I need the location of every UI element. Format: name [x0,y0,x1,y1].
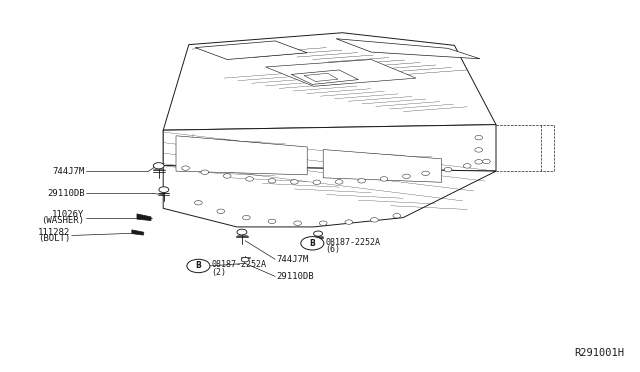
Polygon shape [266,60,416,86]
Circle shape [243,215,250,220]
Text: 11026Y: 11026Y [52,210,84,219]
Text: B: B [196,262,201,270]
Circle shape [380,177,388,181]
Circle shape [268,179,276,183]
Circle shape [335,180,343,184]
Text: (6): (6) [325,246,340,254]
Circle shape [182,166,189,170]
Text: 744J7M: 744J7M [52,167,84,176]
Circle shape [319,221,327,225]
Text: 29110DB: 29110DB [276,272,314,281]
Circle shape [301,237,324,250]
Circle shape [358,179,365,183]
Circle shape [154,163,164,169]
Text: (BOLT): (BOLT) [38,234,70,243]
Text: 08187-2252A: 08187-2252A [211,260,266,269]
Circle shape [195,201,202,205]
Polygon shape [291,70,358,84]
Text: 29110DB: 29110DB [47,189,84,198]
Circle shape [314,231,323,236]
Circle shape [294,221,301,225]
Circle shape [313,180,321,185]
Circle shape [241,257,249,262]
Polygon shape [336,39,480,59]
Polygon shape [163,166,496,227]
Polygon shape [132,230,143,235]
Circle shape [223,174,231,178]
Circle shape [475,160,483,164]
Circle shape [345,220,353,224]
Circle shape [403,174,410,179]
Text: B: B [310,239,315,248]
Polygon shape [323,150,442,182]
Circle shape [463,164,471,168]
Circle shape [291,180,298,184]
Polygon shape [137,214,151,221]
Polygon shape [163,33,496,130]
Circle shape [217,209,225,214]
Text: (2): (2) [211,268,226,277]
Circle shape [371,218,378,222]
Text: R291001H: R291001H [574,348,624,358]
Circle shape [475,135,483,140]
Polygon shape [163,125,496,171]
Circle shape [187,259,210,273]
Circle shape [246,177,253,181]
Circle shape [393,214,401,218]
Text: (WASHER): (WASHER) [42,217,84,225]
Polygon shape [163,33,496,227]
Circle shape [483,159,490,164]
Text: 111282: 111282 [38,228,70,237]
Circle shape [201,170,209,174]
Circle shape [444,167,452,172]
Polygon shape [195,41,307,60]
Polygon shape [304,73,338,81]
Circle shape [422,171,429,176]
Circle shape [268,219,276,224]
Text: 08187-2252A: 08187-2252A [325,238,380,247]
Circle shape [159,187,169,193]
Circle shape [475,148,483,152]
Polygon shape [176,136,307,175]
Text: 744J7M: 744J7M [276,255,308,264]
Circle shape [237,229,247,235]
